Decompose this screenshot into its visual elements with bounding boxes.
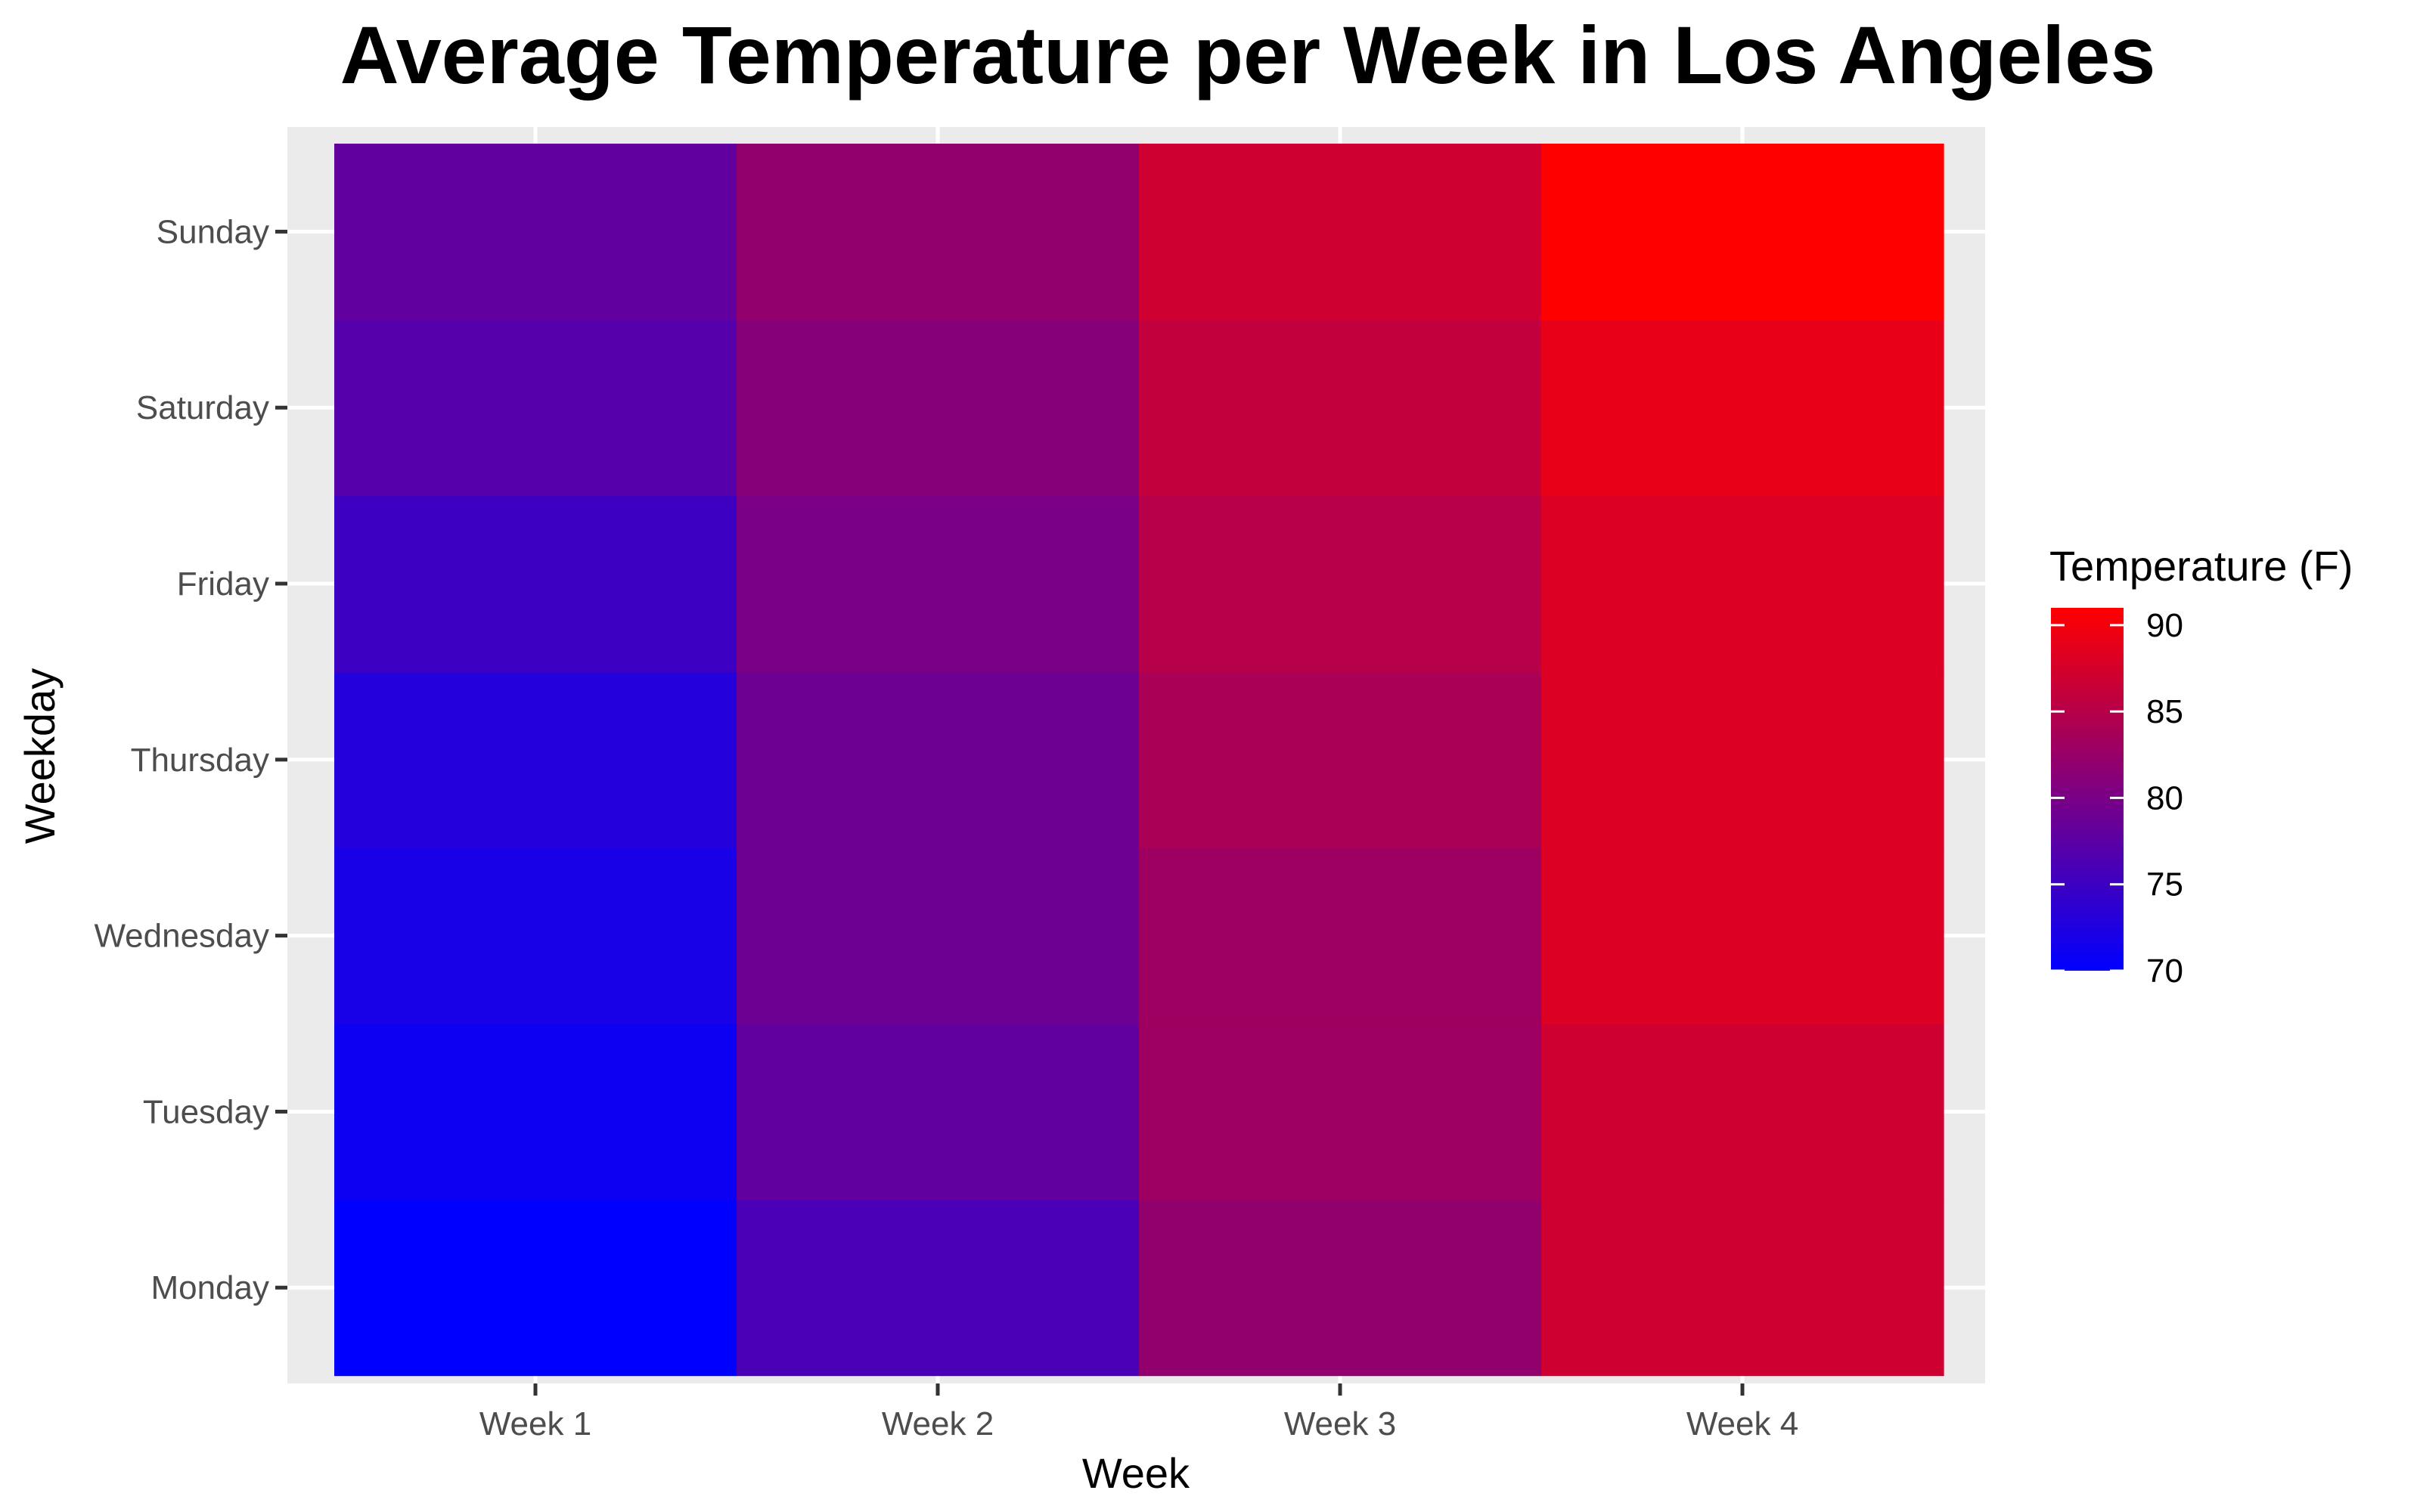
- y-tick-label: Friday: [177, 565, 269, 603]
- heatmap-cell: [737, 1024, 1140, 1201]
- heatmap-cell: [334, 1199, 737, 1377]
- heatmap-cell: [737, 671, 1140, 848]
- heatmap-cell: [737, 495, 1140, 672]
- heatmap-cell: [1541, 144, 1944, 321]
- heatmap-cell: [1139, 1024, 1542, 1201]
- heatmap-cell: [1139, 671, 1542, 848]
- heatmap-cell: [1139, 847, 1542, 1024]
- heatmap-cells: [334, 144, 1944, 1377]
- x-tick-label: Week 4: [1686, 1405, 1798, 1442]
- y-tick-label: Sunday: [157, 213, 269, 250]
- x-tick-label: Week 3: [1284, 1405, 1396, 1442]
- y-axis-title: Weekday: [16, 668, 64, 844]
- heatmap-cell: [1139, 495, 1542, 672]
- heatmap-cell: [737, 847, 1140, 1024]
- heatmap-cell: [1541, 1199, 1944, 1377]
- legend-title: Temperature (F): [2049, 542, 2353, 590]
- x-tick-label: Week 1: [479, 1405, 591, 1442]
- heatmap-cell: [334, 144, 737, 321]
- heatmap-cell: [334, 671, 737, 848]
- color-legend: Temperature (F) 70 75 80 85 90: [2049, 542, 2353, 990]
- legend-tick-label: 70: [2146, 953, 2183, 990]
- y-tick-label: Saturday: [136, 389, 269, 426]
- heatmap-cell: [737, 1199, 1140, 1377]
- y-tick-label: Thursday: [131, 742, 269, 779]
- legend-ticks: 70 75 80 85 90: [2051, 607, 2183, 990]
- heatmap-cell: [737, 319, 1140, 497]
- heatmap-cell: [334, 1024, 737, 1201]
- heatmap-cell: [334, 319, 737, 497]
- heatmap-cell: [1139, 319, 1542, 497]
- heatmap-cell: [1541, 1024, 1944, 1201]
- legend-tick-label: 85: [2146, 693, 2183, 730]
- y-tick-label: Tuesday: [143, 1093, 269, 1130]
- heatmap-cell: [1541, 671, 1944, 848]
- legend-tick-label: 90: [2146, 607, 2183, 644]
- x-tick-label: Week 2: [882, 1405, 994, 1442]
- y-tick-label: Monday: [150, 1269, 269, 1306]
- heatmap-cell: [1139, 1199, 1542, 1377]
- legend-tick-label: 80: [2146, 779, 2183, 816]
- heatmap-cell: [1541, 319, 1944, 497]
- chart-title: Average Temperature per Week in Los Ange…: [340, 9, 2156, 101]
- heatmap-cell: [1541, 495, 1944, 672]
- x-axis-title: Week: [1082, 1449, 1190, 1497]
- heatmap-cell: [737, 144, 1140, 321]
- heatmap-cell: [334, 495, 737, 672]
- y-axis: Monday Tuesday Wednesday Thursday Friday Satu…: [94, 213, 287, 1306]
- heatmap-cell: [1541, 847, 1944, 1024]
- heatmap-cell: [334, 847, 737, 1024]
- legend-tick-label: 75: [2146, 866, 2183, 903]
- legend-colorbar: [2051, 608, 2124, 971]
- y-tick-label: Wednesday: [94, 918, 269, 955]
- x-axis: Week 1 Week 2 Week 3 Week 4: [479, 1383, 1798, 1442]
- heatmap-cell: [1139, 144, 1542, 321]
